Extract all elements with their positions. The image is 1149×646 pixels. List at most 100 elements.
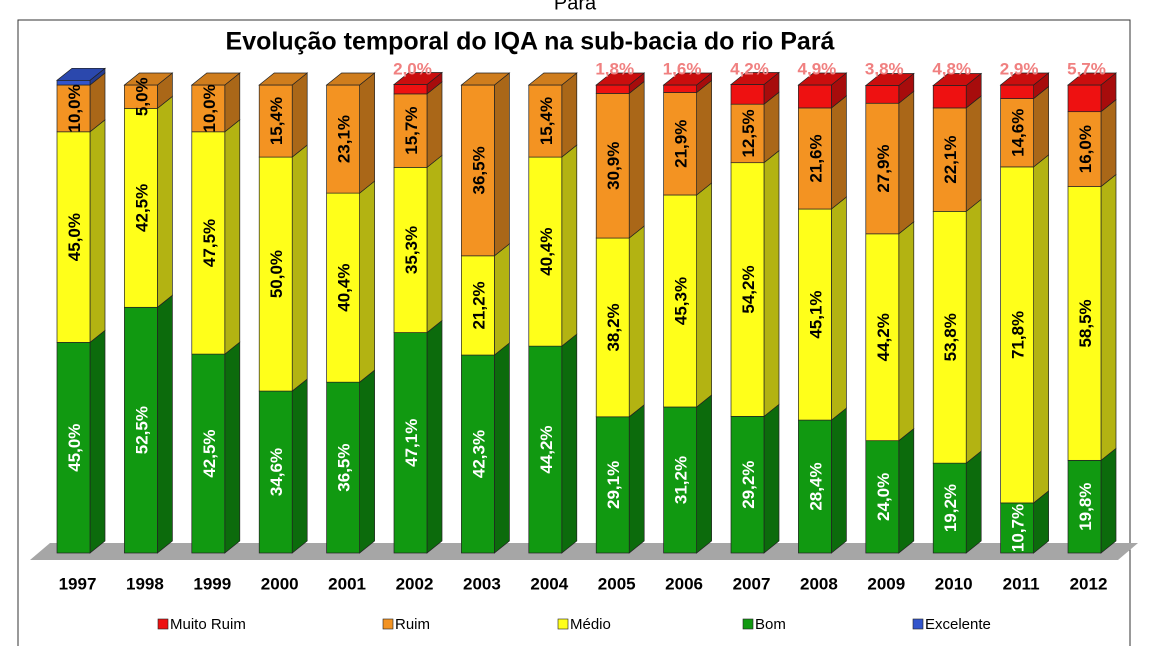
bar-top <box>932 73 983 86</box>
bar-segment <box>932 107 967 212</box>
bar-top <box>258 72 309 86</box>
bar-top <box>190 72 241 86</box>
bar-side <box>1033 85 1049 168</box>
bar-side <box>831 196 847 421</box>
bar-segment <box>191 131 226 355</box>
x-tick-label: 2001 <box>328 574 366 593</box>
bar-segment <box>1000 84 1034 99</box>
x-tick-label: 2010 <box>935 574 973 593</box>
bar-top <box>325 72 376 86</box>
bar-side <box>561 144 578 347</box>
bar-side <box>628 404 645 554</box>
bar-segment <box>595 416 630 554</box>
value-label: 15,4% <box>537 97 556 145</box>
value-label: 1,6% <box>663 59 702 78</box>
bar-segment <box>798 84 832 109</box>
bar-segment <box>595 237 630 418</box>
bar-segment <box>326 192 360 383</box>
value-label: 27,9% <box>874 144 893 192</box>
bar-segment <box>1000 502 1034 554</box>
value-label: 10,7% <box>1009 504 1028 552</box>
value-label: 21,6% <box>806 134 825 182</box>
bar-top <box>864 73 915 86</box>
value-label: 21,9% <box>672 120 691 168</box>
bar-side <box>1100 173 1117 462</box>
value-label: 22,1% <box>941 136 960 184</box>
bar-side <box>898 427 915 554</box>
bar-side <box>763 149 780 418</box>
bar-segment <box>191 84 226 133</box>
bar-segment <box>798 107 832 210</box>
legend-swatch <box>742 618 754 630</box>
value-label: 50,0% <box>267 250 286 298</box>
bar-side <box>426 154 443 334</box>
legend-label: Ruim <box>395 616 430 633</box>
bar-side <box>359 369 375 554</box>
value-label: 31,2% <box>672 456 691 504</box>
legend-swatch <box>912 618 924 630</box>
value-label: 58,5% <box>1076 299 1095 347</box>
bar-side <box>291 144 308 392</box>
bar-side <box>965 450 982 554</box>
value-label: 5,0% <box>132 77 151 116</box>
value-label: 10,0% <box>200 84 219 132</box>
value-label: 21,2% <box>469 281 488 329</box>
bar-side <box>628 225 645 418</box>
bar-top <box>393 72 443 85</box>
bar-segment <box>865 85 900 104</box>
bar-side <box>291 72 308 158</box>
bar-top <box>595 72 646 86</box>
value-label: 12,5% <box>739 109 758 157</box>
bar-segment <box>730 162 765 417</box>
bar-segment <box>798 208 832 421</box>
bar-segment <box>393 332 428 554</box>
bar-segment <box>461 84 495 257</box>
value-label: 19,8% <box>1076 483 1095 531</box>
bar-side <box>831 95 847 210</box>
bar-segment <box>191 353 226 554</box>
x-tick-label: 2008 <box>800 574 838 593</box>
value-label: 1,8% <box>595 59 634 78</box>
bar-segment <box>461 354 495 554</box>
bar-segment <box>798 419 832 554</box>
bar-segment <box>595 84 630 94</box>
bar-segment <box>865 233 900 442</box>
bar-top <box>797 72 848 86</box>
value-label: 5,7% <box>1067 59 1106 78</box>
x-tick-label: 2009 <box>867 574 905 593</box>
legend-swatch <box>557 618 569 630</box>
bar-side <box>1033 154 1049 504</box>
bar-segment <box>865 440 900 554</box>
legend-swatch <box>157 618 169 630</box>
bar-top <box>662 72 713 86</box>
legend-label: Médio <box>570 616 611 633</box>
bar-segment <box>663 92 697 196</box>
value-label: 28,4% <box>806 462 825 510</box>
bar-side <box>157 95 173 309</box>
value-label: 15,4% <box>267 97 286 145</box>
value-label: 29,2% <box>739 461 758 509</box>
value-label: 47,5% <box>200 219 219 267</box>
bar-side <box>224 119 241 355</box>
x-tick-label: 1997 <box>59 574 97 593</box>
x-tick-label: 1998 <box>126 574 164 593</box>
bar-segment <box>663 84 697 93</box>
bar-side <box>1100 447 1117 554</box>
value-label: 19,2% <box>941 484 960 532</box>
bar-segment <box>528 345 563 554</box>
bar-side <box>696 79 712 196</box>
x-tick-label: 2000 <box>261 574 299 593</box>
bar-segment <box>258 156 293 392</box>
bar-segment <box>56 342 91 554</box>
bar-side <box>561 333 578 554</box>
value-label: 42,3% <box>469 430 488 478</box>
bar-segment <box>393 93 428 168</box>
bar-segment <box>124 306 158 554</box>
bar-segment <box>932 462 967 554</box>
x-tick-label: 2011 <box>1003 574 1040 593</box>
bar-side <box>965 95 982 213</box>
value-label: 15,7% <box>402 107 421 155</box>
value-label: 2,9% <box>1000 59 1039 78</box>
bar-top <box>527 72 578 86</box>
